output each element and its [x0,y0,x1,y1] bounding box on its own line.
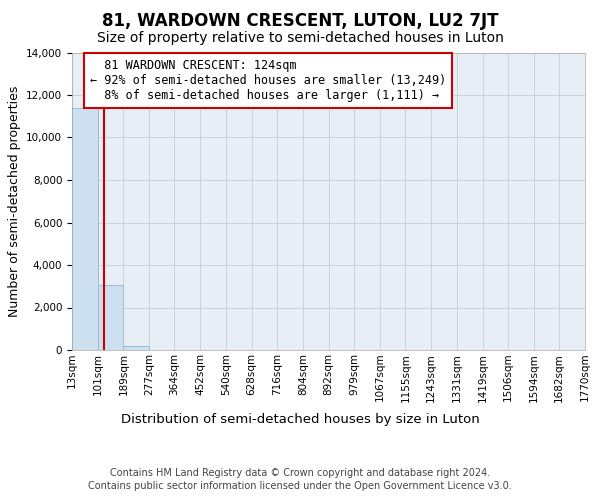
Bar [72,108,98,350]
Text: Size of property relative to semi-detached houses in Luton: Size of property relative to semi-detach… [97,31,503,45]
Bar [98,285,124,350]
Text: Contains public sector information licensed under the Open Government Licence v3: Contains public sector information licen… [88,481,512,491]
Text: 81, WARDOWN CRESCENT, LUTON, LU2 7JT: 81, WARDOWN CRESCENT, LUTON, LU2 7JT [102,12,498,30]
Text: Distribution of semi-detached houses by size in Luton: Distribution of semi-detached houses by … [121,412,479,426]
Bar [124,346,149,350]
Text: Contains HM Land Registry data © Crown copyright and database right 2024.: Contains HM Land Registry data © Crown c… [110,468,490,477]
Text: 81 WARDOWN CRESCENT: 124sqm  
← 92% of semi-detached houses are smaller (13,249): 81 WARDOWN CRESCENT: 124sqm ← 92% of sem… [90,59,446,102]
Y-axis label: Number of semi-detached properties: Number of semi-detached properties [8,86,20,317]
